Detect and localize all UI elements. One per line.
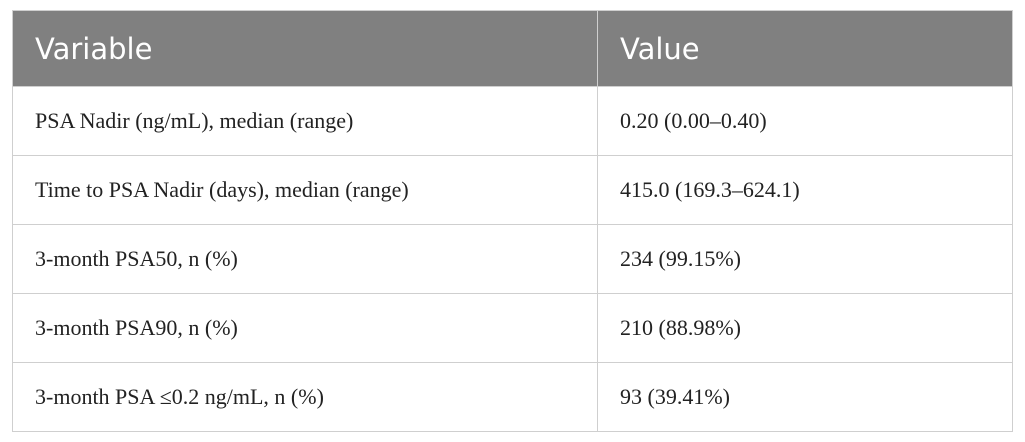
table-cell: 415.0 (169.3–624.1) <box>597 155 1013 225</box>
table-cell: PSA Nadir (ng/mL), median (range) <box>12 86 598 156</box>
table-cell: 3-month PSA90, n (%) <box>12 293 598 363</box>
table-cell: Time to PSA Nadir (days), median (range) <box>12 155 598 225</box>
data-table: Variable Value PSA Nadir (ng/mL), median… <box>12 10 1013 432</box>
table-body: PSA Nadir (ng/mL), median (range) 0.20 (0… <box>12 86 1013 432</box>
header-cell: Variable <box>12 10 598 87</box>
header-cell: Value <box>597 10 1013 87</box>
table-row: 3-month PSA90, n (%) 210 (88.98%) <box>12 293 1013 363</box>
table-row: PSA Nadir (ng/mL), median (range) 0.20 (0… <box>12 86 1013 156</box>
table-row: 3-month PSA ≤0.2 ng/mL, n (%) 93 (39.41%) <box>12 362 1013 432</box>
table-cell: 0.20 (0.00–0.40) <box>597 86 1013 156</box>
table-cell: 210 (88.98%) <box>597 293 1013 363</box>
table-cell: 3-month PSA50, n (%) <box>12 224 598 294</box>
table-cell: 93 (39.41%) <box>597 362 1013 432</box>
header-row: Variable Value <box>12 10 1013 87</box>
table-cell: 3-month PSA ≤0.2 ng/mL, n (%) <box>12 362 598 432</box>
table-cell: 234 (99.15%) <box>597 224 1013 294</box>
table-row: 3-month PSA50, n (%) 234 (99.15%) <box>12 224 1013 294</box>
table-row: Time to PSA Nadir (days), median (range)… <box>12 155 1013 225</box>
